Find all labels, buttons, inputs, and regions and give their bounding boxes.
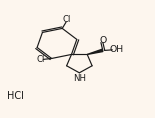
Text: HCl: HCl <box>7 91 24 101</box>
Text: Cl: Cl <box>36 55 45 64</box>
Text: NH: NH <box>73 74 86 83</box>
Polygon shape <box>87 49 103 54</box>
Text: O: O <box>99 36 106 44</box>
Text: OH: OH <box>110 45 124 54</box>
Text: Cl: Cl <box>62 15 71 24</box>
